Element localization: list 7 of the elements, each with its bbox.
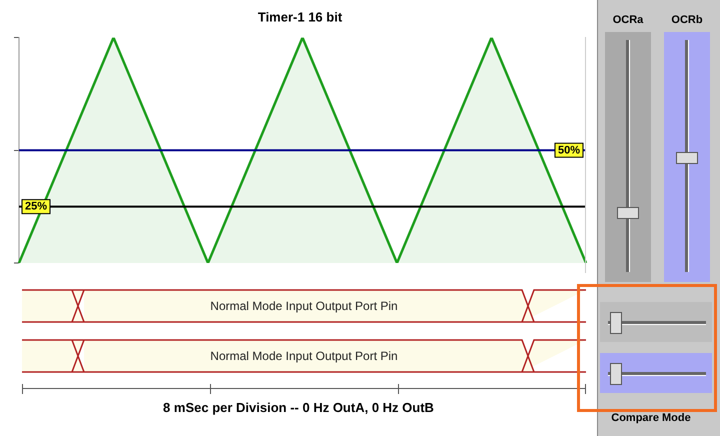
- ref-line-label: 50%: [558, 144, 580, 156]
- text: Compare Mode: [610, 412, 692, 424]
- text: 8 mSec per Division -- 0 Hz OutA, 0 Hz OutB: [162, 400, 435, 415]
- chart-title: Timer-1 16 bit: [258, 9, 343, 24]
- text: OCRb: [670, 14, 704, 26]
- text: OCRa: [612, 14, 644, 26]
- ref-line-label: 25%: [25, 200, 48, 213]
